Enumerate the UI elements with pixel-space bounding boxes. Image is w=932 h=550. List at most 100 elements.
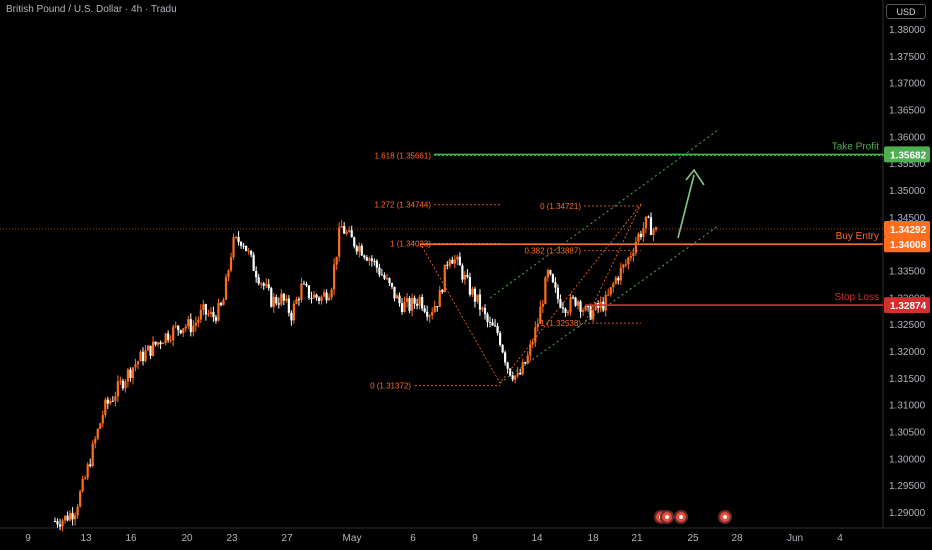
candle-body bbox=[566, 311, 570, 313]
candle-body bbox=[229, 257, 233, 271]
candle-body bbox=[144, 350, 147, 361]
candle-body bbox=[348, 230, 351, 232]
candle-body bbox=[408, 298, 411, 311]
candle-body bbox=[373, 260, 376, 262]
candle-body bbox=[79, 491, 82, 507]
price-axis-tag-label: 1.32874 bbox=[890, 301, 927, 312]
y-tick-label: 1.35000 bbox=[889, 186, 926, 197]
candle-body bbox=[300, 283, 303, 300]
candle-body bbox=[471, 288, 474, 295]
candle-body bbox=[187, 319, 190, 327]
candle-body bbox=[461, 265, 464, 280]
candle-body bbox=[511, 375, 514, 380]
candle-body bbox=[139, 351, 142, 362]
candle-body bbox=[345, 231, 348, 234]
y-tick-label: 1.29000 bbox=[889, 508, 926, 519]
candle-body bbox=[446, 264, 449, 266]
candle-body bbox=[418, 296, 421, 306]
candle-body bbox=[388, 278, 391, 284]
candle-body bbox=[496, 325, 499, 334]
candle-body bbox=[162, 343, 165, 345]
candle-body bbox=[587, 306, 590, 308]
candle-body bbox=[448, 259, 451, 266]
economic-event-icon[interactable] bbox=[674, 510, 688, 524]
price-axis-tag bbox=[884, 297, 930, 314]
candle-body bbox=[179, 330, 182, 334]
candle-body bbox=[272, 296, 275, 307]
candle-body bbox=[431, 312, 434, 316]
candle-body bbox=[53, 521, 57, 523]
candle-body bbox=[559, 299, 562, 308]
candle-body bbox=[493, 325, 497, 327]
candle-body bbox=[607, 294, 610, 296]
fib-level-label: 1.272 (1.34744) bbox=[375, 201, 432, 210]
y-tick-label: 1.30000 bbox=[889, 454, 926, 465]
channel-upper bbox=[489, 129, 719, 299]
y-tick-label: 1.29500 bbox=[889, 481, 926, 492]
candle-body bbox=[622, 264, 625, 268]
currency-selector[interactable]: USD bbox=[886, 4, 926, 19]
candle-body bbox=[350, 230, 353, 238]
candle-body bbox=[169, 340, 172, 342]
candle-body bbox=[63, 515, 67, 521]
candle-body bbox=[159, 342, 162, 345]
candle-body bbox=[421, 296, 424, 309]
projection-arrow bbox=[677, 174, 695, 239]
candle-body bbox=[262, 283, 265, 286]
candle-body bbox=[109, 400, 112, 404]
candle-body bbox=[564, 308, 567, 313]
candle-body bbox=[441, 290, 444, 293]
candle-body bbox=[315, 294, 318, 298]
candle-body bbox=[99, 423, 102, 429]
x-tick-label: 9 bbox=[472, 533, 478, 544]
candle-body bbox=[579, 301, 582, 312]
candle-body bbox=[536, 323, 539, 328]
candle-body bbox=[275, 296, 278, 304]
candle-body bbox=[312, 294, 316, 299]
fib-level-label: 1 (1.32538) bbox=[540, 319, 581, 328]
y-tick-label: 1.36500 bbox=[889, 106, 926, 117]
y-tick-label: 1.38000 bbox=[889, 25, 926, 36]
candle-body bbox=[56, 521, 59, 525]
candle-body bbox=[121, 380, 124, 389]
candle-body bbox=[217, 302, 220, 321]
candle-body bbox=[483, 307, 487, 315]
economic-event-icon[interactable] bbox=[718, 510, 732, 524]
candle-body bbox=[468, 277, 472, 295]
fib-swing bbox=[419, 203, 642, 384]
x-tick-label: 4 bbox=[837, 533, 843, 544]
candle-body bbox=[509, 368, 512, 376]
candle-body bbox=[436, 306, 439, 308]
candle-body bbox=[491, 322, 494, 326]
candle-body bbox=[322, 292, 326, 297]
x-tick-label: 18 bbox=[587, 533, 599, 544]
candle-body bbox=[222, 299, 225, 306]
candle-body bbox=[526, 355, 529, 364]
candle-body bbox=[541, 304, 544, 307]
candle-body bbox=[333, 264, 336, 290]
candle-body bbox=[81, 478, 84, 492]
candle-body bbox=[561, 307, 565, 309]
candle-body bbox=[116, 381, 119, 397]
candle-body bbox=[581, 310, 585, 312]
candle-body bbox=[177, 325, 180, 331]
economic-event-icon[interactable] bbox=[660, 510, 674, 524]
candle-body bbox=[365, 257, 368, 261]
candle-body bbox=[250, 250, 253, 255]
candle-body bbox=[292, 303, 295, 321]
candle-body bbox=[290, 312, 293, 321]
y-tick-label: 1.31000 bbox=[889, 401, 926, 412]
y-tick-label: 1.35500 bbox=[889, 159, 926, 170]
candle-body bbox=[416, 303, 419, 306]
candle-body bbox=[182, 328, 185, 334]
candle-body bbox=[202, 304, 205, 310]
candle-body bbox=[320, 296, 323, 301]
candle-body bbox=[383, 275, 386, 279]
candle-body bbox=[544, 277, 547, 305]
x-tick-label: 13 bbox=[80, 533, 92, 544]
candle-body bbox=[239, 241, 243, 246]
candle-body bbox=[119, 380, 122, 382]
candle-body bbox=[94, 438, 97, 444]
candle-body bbox=[627, 257, 630, 265]
